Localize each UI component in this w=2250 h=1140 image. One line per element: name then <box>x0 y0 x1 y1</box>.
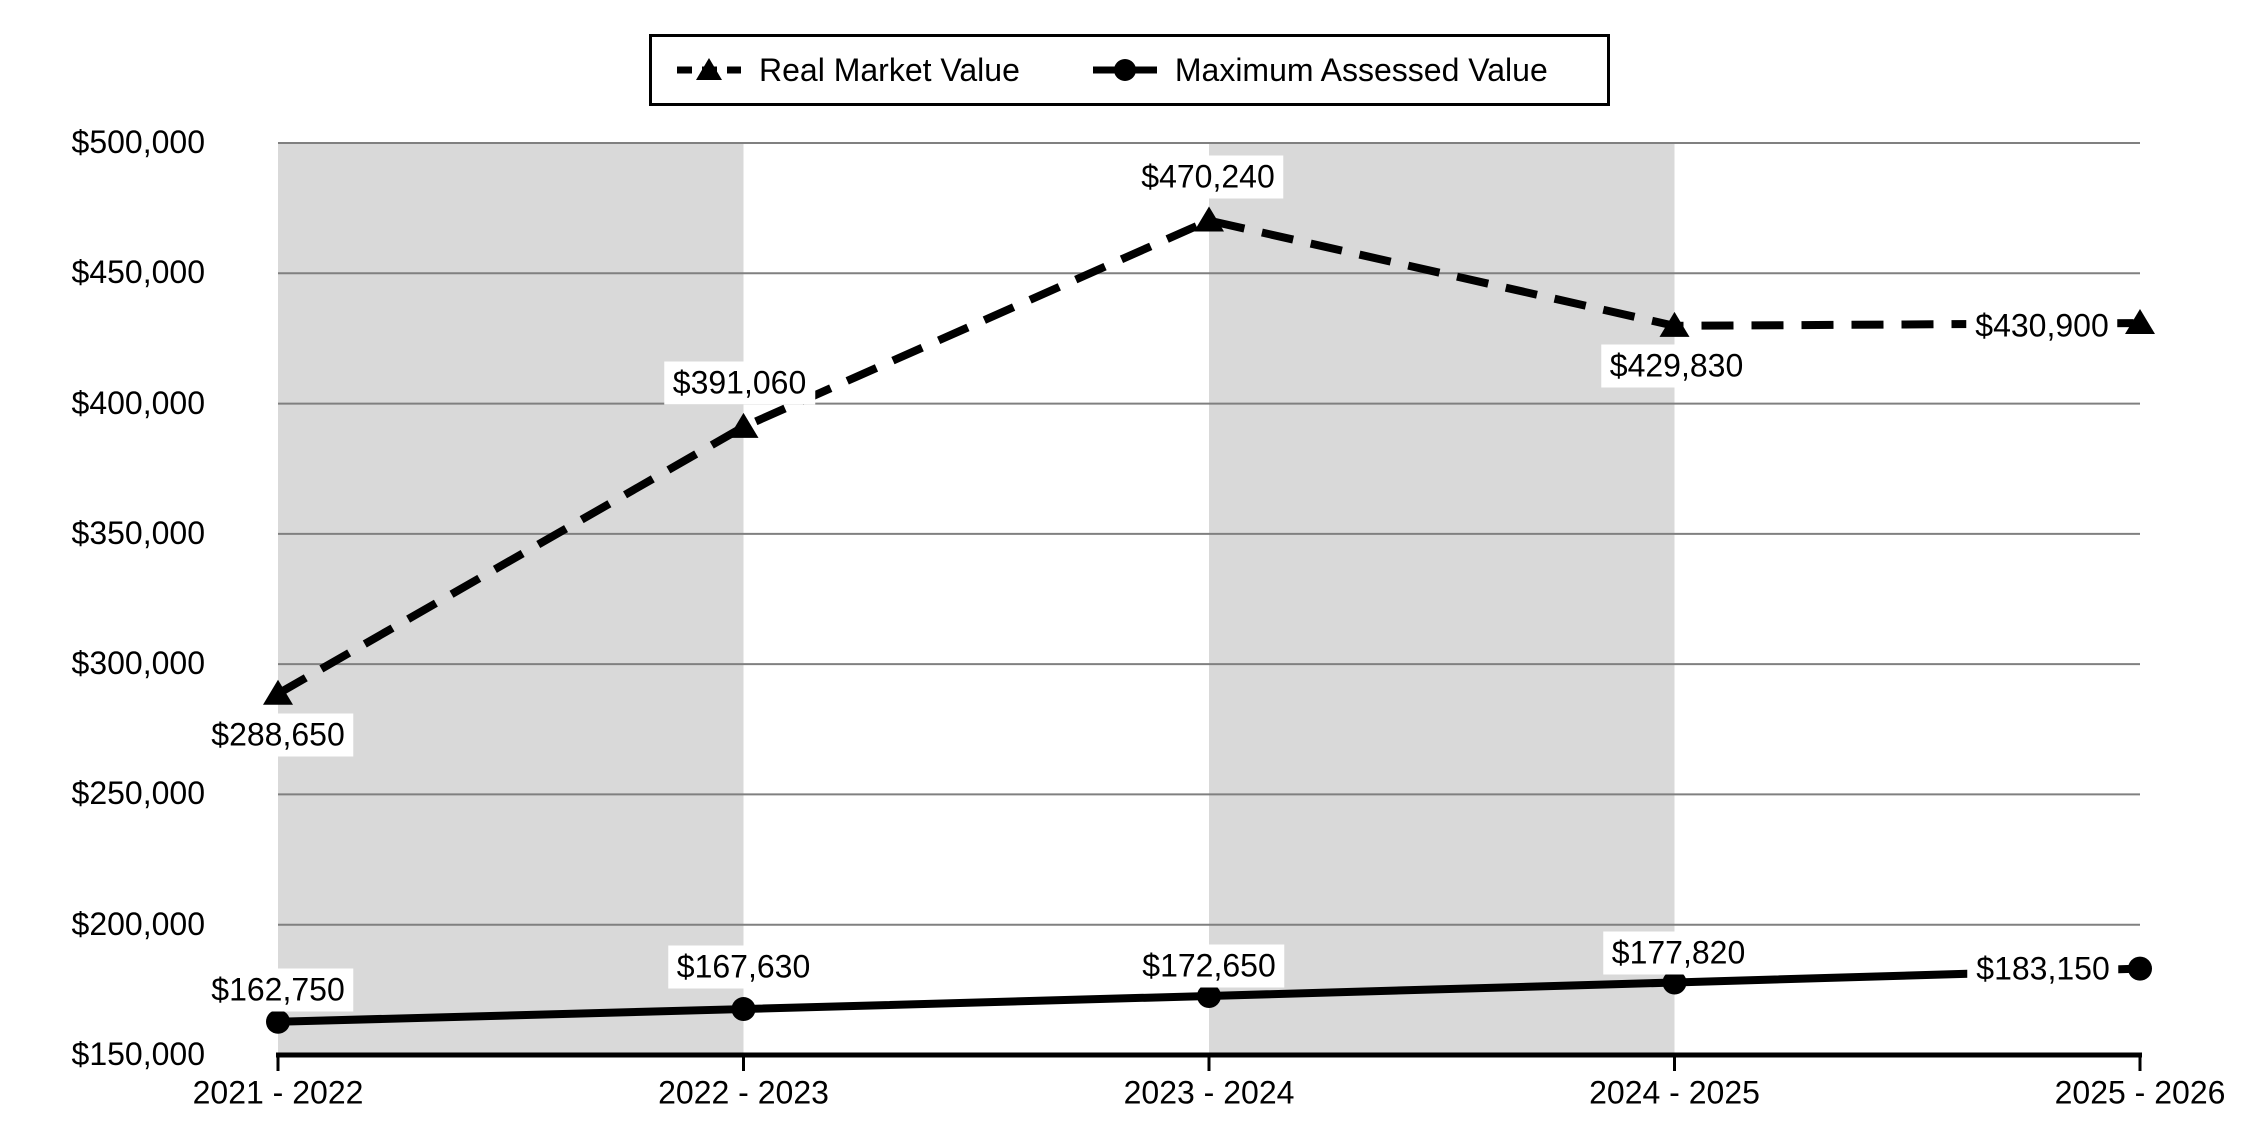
y-axis-tick-label: $400,000 <box>71 384 205 421</box>
triangle-marker <box>1659 311 1690 337</box>
triangle-marker <box>1194 206 1224 232</box>
x-axis-tick-label: 2024 - 2025 <box>1589 1074 1760 1111</box>
data-label: $391,060 <box>663 361 816 405</box>
triangle-marker <box>2125 309 2155 335</box>
circle-marker <box>731 997 756 1022</box>
y-axis-tick-label: $150,000 <box>71 1036 205 1072</box>
data-label: $429,830 <box>1600 344 1753 388</box>
y-axis-tick-label: $450,000 <box>71 254 205 291</box>
solid-circle-legend-marker <box>1092 59 1157 81</box>
triangle-marker <box>263 679 293 705</box>
data-label: $470,240 <box>1132 155 1284 199</box>
data-label: $172,650 <box>1133 944 1285 988</box>
data-label: $183,150 <box>1967 947 2119 991</box>
legend-label-maximum-assessed-value: Maximum Assessed Value <box>1174 51 1548 88</box>
triangle-marker <box>728 412 759 438</box>
y-axis-tick-label: $350,000 <box>71 514 205 551</box>
circle-marker <box>266 1009 290 1034</box>
x-axis-tick-label: 2021 - 2022 <box>192 1074 364 1111</box>
x-axis-tick-label: 2025 - 2026 <box>2054 1074 2226 1111</box>
legend-item-maximum-assessed-value: Maximum Assessed Value <box>1092 52 1548 89</box>
y-axis-tick-label: $500,000 <box>71 124 205 160</box>
circle-marker <box>1197 983 1221 1008</box>
legend: Real Market Value Maximum Assessed Value <box>649 34 1610 106</box>
y-axis-tick-label: $250,000 <box>71 775 205 812</box>
data-label: $430,900 <box>1966 304 2118 348</box>
data-label: $177,820 <box>1602 931 1755 974</box>
data-label: $162,750 <box>202 968 354 1012</box>
x-axis-tick-label: 2022 - 2023 <box>658 1074 829 1111</box>
y-axis-tick-label: $300,000 <box>71 645 205 682</box>
circle-marker <box>2128 956 2152 981</box>
data-label: $167,630 <box>667 945 820 989</box>
legend-label-real-market-value: Real Market Value <box>759 51 1020 88</box>
data-label: $288,650 <box>202 713 354 757</box>
legend-item-real-market-value: Real Market Value <box>676 52 1020 89</box>
x-axis-tick-label: 2023 - 2024 <box>1123 1074 1295 1111</box>
plot-band <box>1209 143 1675 1055</box>
real-market-value-line <box>276 216 2141 698</box>
y-axis-tick-label: $200,000 <box>71 905 205 942</box>
circle-marker <box>1662 970 1687 995</box>
dashed-triangle-legend-marker <box>677 58 741 80</box>
plot-band <box>278 143 744 1055</box>
